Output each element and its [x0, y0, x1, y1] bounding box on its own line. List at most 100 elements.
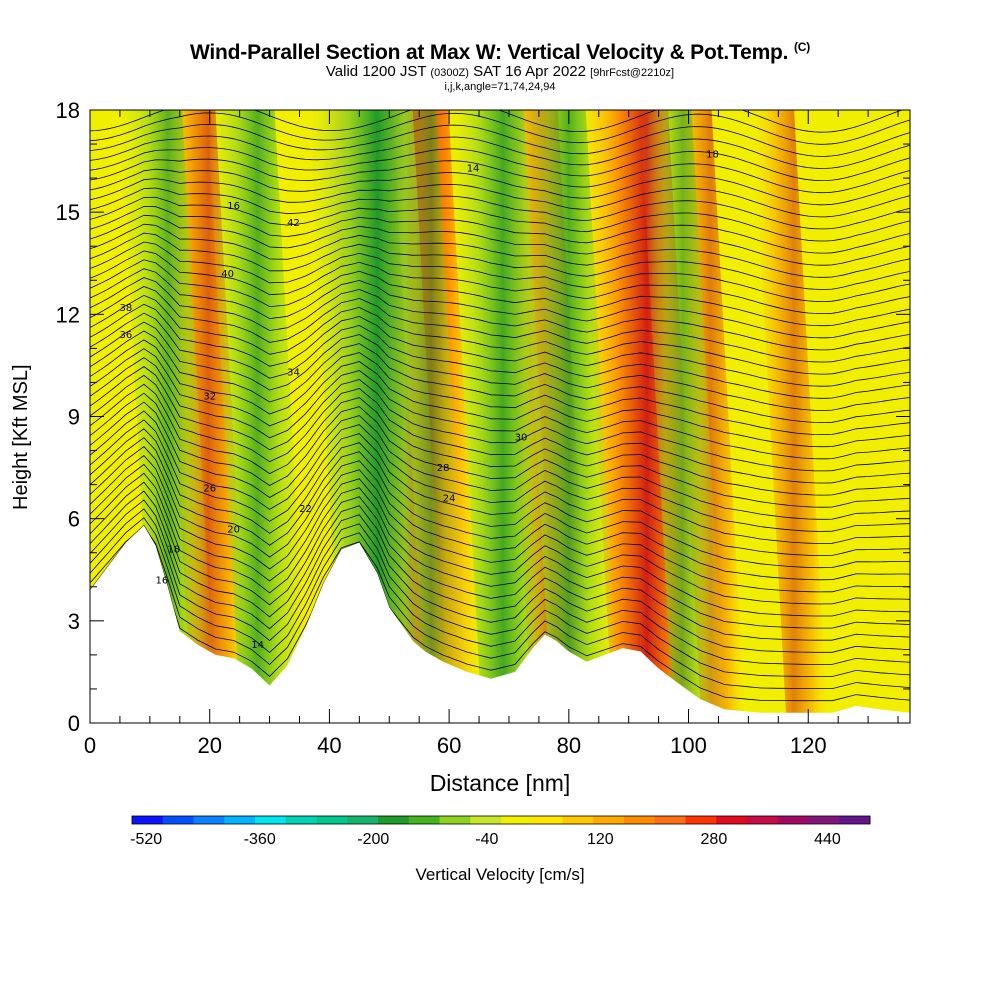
colorbar-tick-label: -520 [130, 831, 162, 848]
downdraft-band-6 [639, 110, 726, 723]
x-tick-label: 80 [557, 733, 581, 758]
theta-contour-line [90, 187, 910, 230]
theta-contour-line [90, 250, 910, 314]
theta-contour-line [90, 259, 910, 327]
colorbar-swatch [224, 816, 256, 824]
theta-contour-labels: 14 16 18 20 22 24 26 28 30 32 34 36 38 40 42 14 16 18 [120, 150, 719, 651]
theta-contour-line [90, 517, 910, 677]
theta-contour-line [90, 321, 910, 411]
y-tick-label: 9 [68, 405, 80, 430]
theta-contour-line [90, 446, 910, 581]
copyright-mark: (C) [793, 40, 811, 54]
theta-label: 20 [227, 524, 240, 535]
x-tick-label: 60 [437, 733, 461, 758]
theta-contour-line [90, 205, 910, 254]
theta-contour-line [90, 223, 910, 278]
theta-contour-line [90, 481, 910, 629]
theta-contour-line [90, 168, 910, 206]
colorbar-swatch [654, 816, 686, 824]
chart-title-block: Wind-Parallel Section at Max W: Vertical… [0, 36, 1000, 93]
theta-label: 34 [287, 368, 300, 379]
theta-label: 38 [120, 303, 133, 314]
colorbar-swatch [747, 816, 779, 824]
theta-contour-line [90, 490, 910, 641]
theta-contour-line [90, 339, 910, 435]
y-tick-label: 18 [56, 98, 80, 123]
updraft-band-5 [752, 110, 828, 723]
theta-label: 28 [437, 463, 450, 474]
theta-contour-line [90, 123, 910, 157]
colorbar-swatch [777, 816, 809, 824]
theta-contour-line [90, 374, 910, 484]
colorbar-swatch [685, 816, 717, 824]
colorbar-tick-label: 440 [814, 831, 841, 848]
theta-label: 16 [155, 575, 168, 586]
theta-contour-line [90, 410, 910, 532]
y-tick-label: 0 [68, 711, 80, 736]
colorbar-swatch [193, 816, 225, 824]
colorbar-tick-label: 280 [701, 831, 728, 848]
theta-contour-line [90, 135, 910, 169]
terrain-mask [90, 525, 910, 723]
theta-label: 14 [251, 640, 264, 651]
y-tick-label: 12 [56, 302, 80, 327]
theta-contour-line [90, 428, 910, 557]
colorbar-swatch [716, 816, 748, 824]
theta-label: 42 [287, 218, 300, 229]
colorbar-swatch [808, 816, 840, 824]
theta-contour-line [90, 112, 910, 145]
colorbar-swatch [162, 816, 194, 824]
colorbar-tick-label: -360 [244, 831, 276, 848]
theta-contour-line [90, 524, 910, 689]
colorbar-swatch [501, 816, 533, 824]
theta-contour-line [90, 294, 910, 375]
theta-contour-line [90, 277, 910, 351]
theta-label: 18 [706, 150, 719, 161]
theta-contour-line [90, 437, 910, 569]
chart-title: Wind-Parallel Section at Max W: Vertical… [0, 36, 1000, 64]
colorbar-swatch [439, 816, 471, 824]
theta-label: 26 [203, 483, 216, 494]
theta-contour-line [90, 454, 910, 593]
colorbar-swatch [378, 816, 410, 824]
theta-label: 32 [203, 391, 216, 402]
colorbar-frame [131, 815, 871, 825]
theta-label: 16 [227, 201, 240, 212]
theta-contour-line [90, 419, 910, 544]
colorbar-swatch [562, 816, 594, 824]
theta-label: 22 [299, 504, 312, 515]
valid-date: SAT 16 Apr 2022 [473, 63, 586, 80]
y-tick-label: 6 [68, 507, 80, 532]
forecast-info: [9hrFcst@2210z] [590, 67, 675, 79]
theta-contour-line [90, 268, 910, 339]
theta-label: 14 [467, 163, 480, 174]
theta-contour-line [90, 178, 910, 218]
x-tick-label: 0 [84, 733, 96, 758]
grid-indices: i,j,k,angle=71,74,24,94 [444, 81, 556, 93]
colorbar-tick-label: -40 [475, 831, 498, 848]
x-tick-label: 120 [790, 733, 827, 758]
theta-contour-line [90, 508, 910, 665]
theta-contour-line [90, 472, 910, 617]
colorbar-tick-label: -200 [357, 831, 389, 848]
y-axis-label: Height [Kft MSL] [10, 364, 32, 510]
theta-contour-line [90, 357, 910, 460]
theta-label: 40 [221, 269, 234, 280]
theta-contour-line [90, 286, 910, 363]
colorbar-swatch [470, 816, 502, 824]
valid-time: Valid 1200 JST [325, 63, 427, 80]
x-tick-label: 40 [317, 733, 341, 758]
colorbar-swatch [531, 816, 563, 824]
colorbar: -520 -360 -200 -40 120 280 440 Vertical Velocit… [130, 815, 871, 884]
theta-contour-line [90, 241, 910, 302]
theta-contour-line [90, 303, 910, 387]
theta-contours [90, 110, 910, 702]
theta-contour-line [90, 524, 910, 702]
colorbar-swatch [316, 816, 348, 824]
colorbar-swatch [624, 816, 656, 824]
theta-contour-line [90, 147, 910, 182]
theta-contour-line [90, 348, 910, 448]
theta-contour-line [90, 158, 910, 194]
y-tick-label: 15 [56, 200, 80, 225]
